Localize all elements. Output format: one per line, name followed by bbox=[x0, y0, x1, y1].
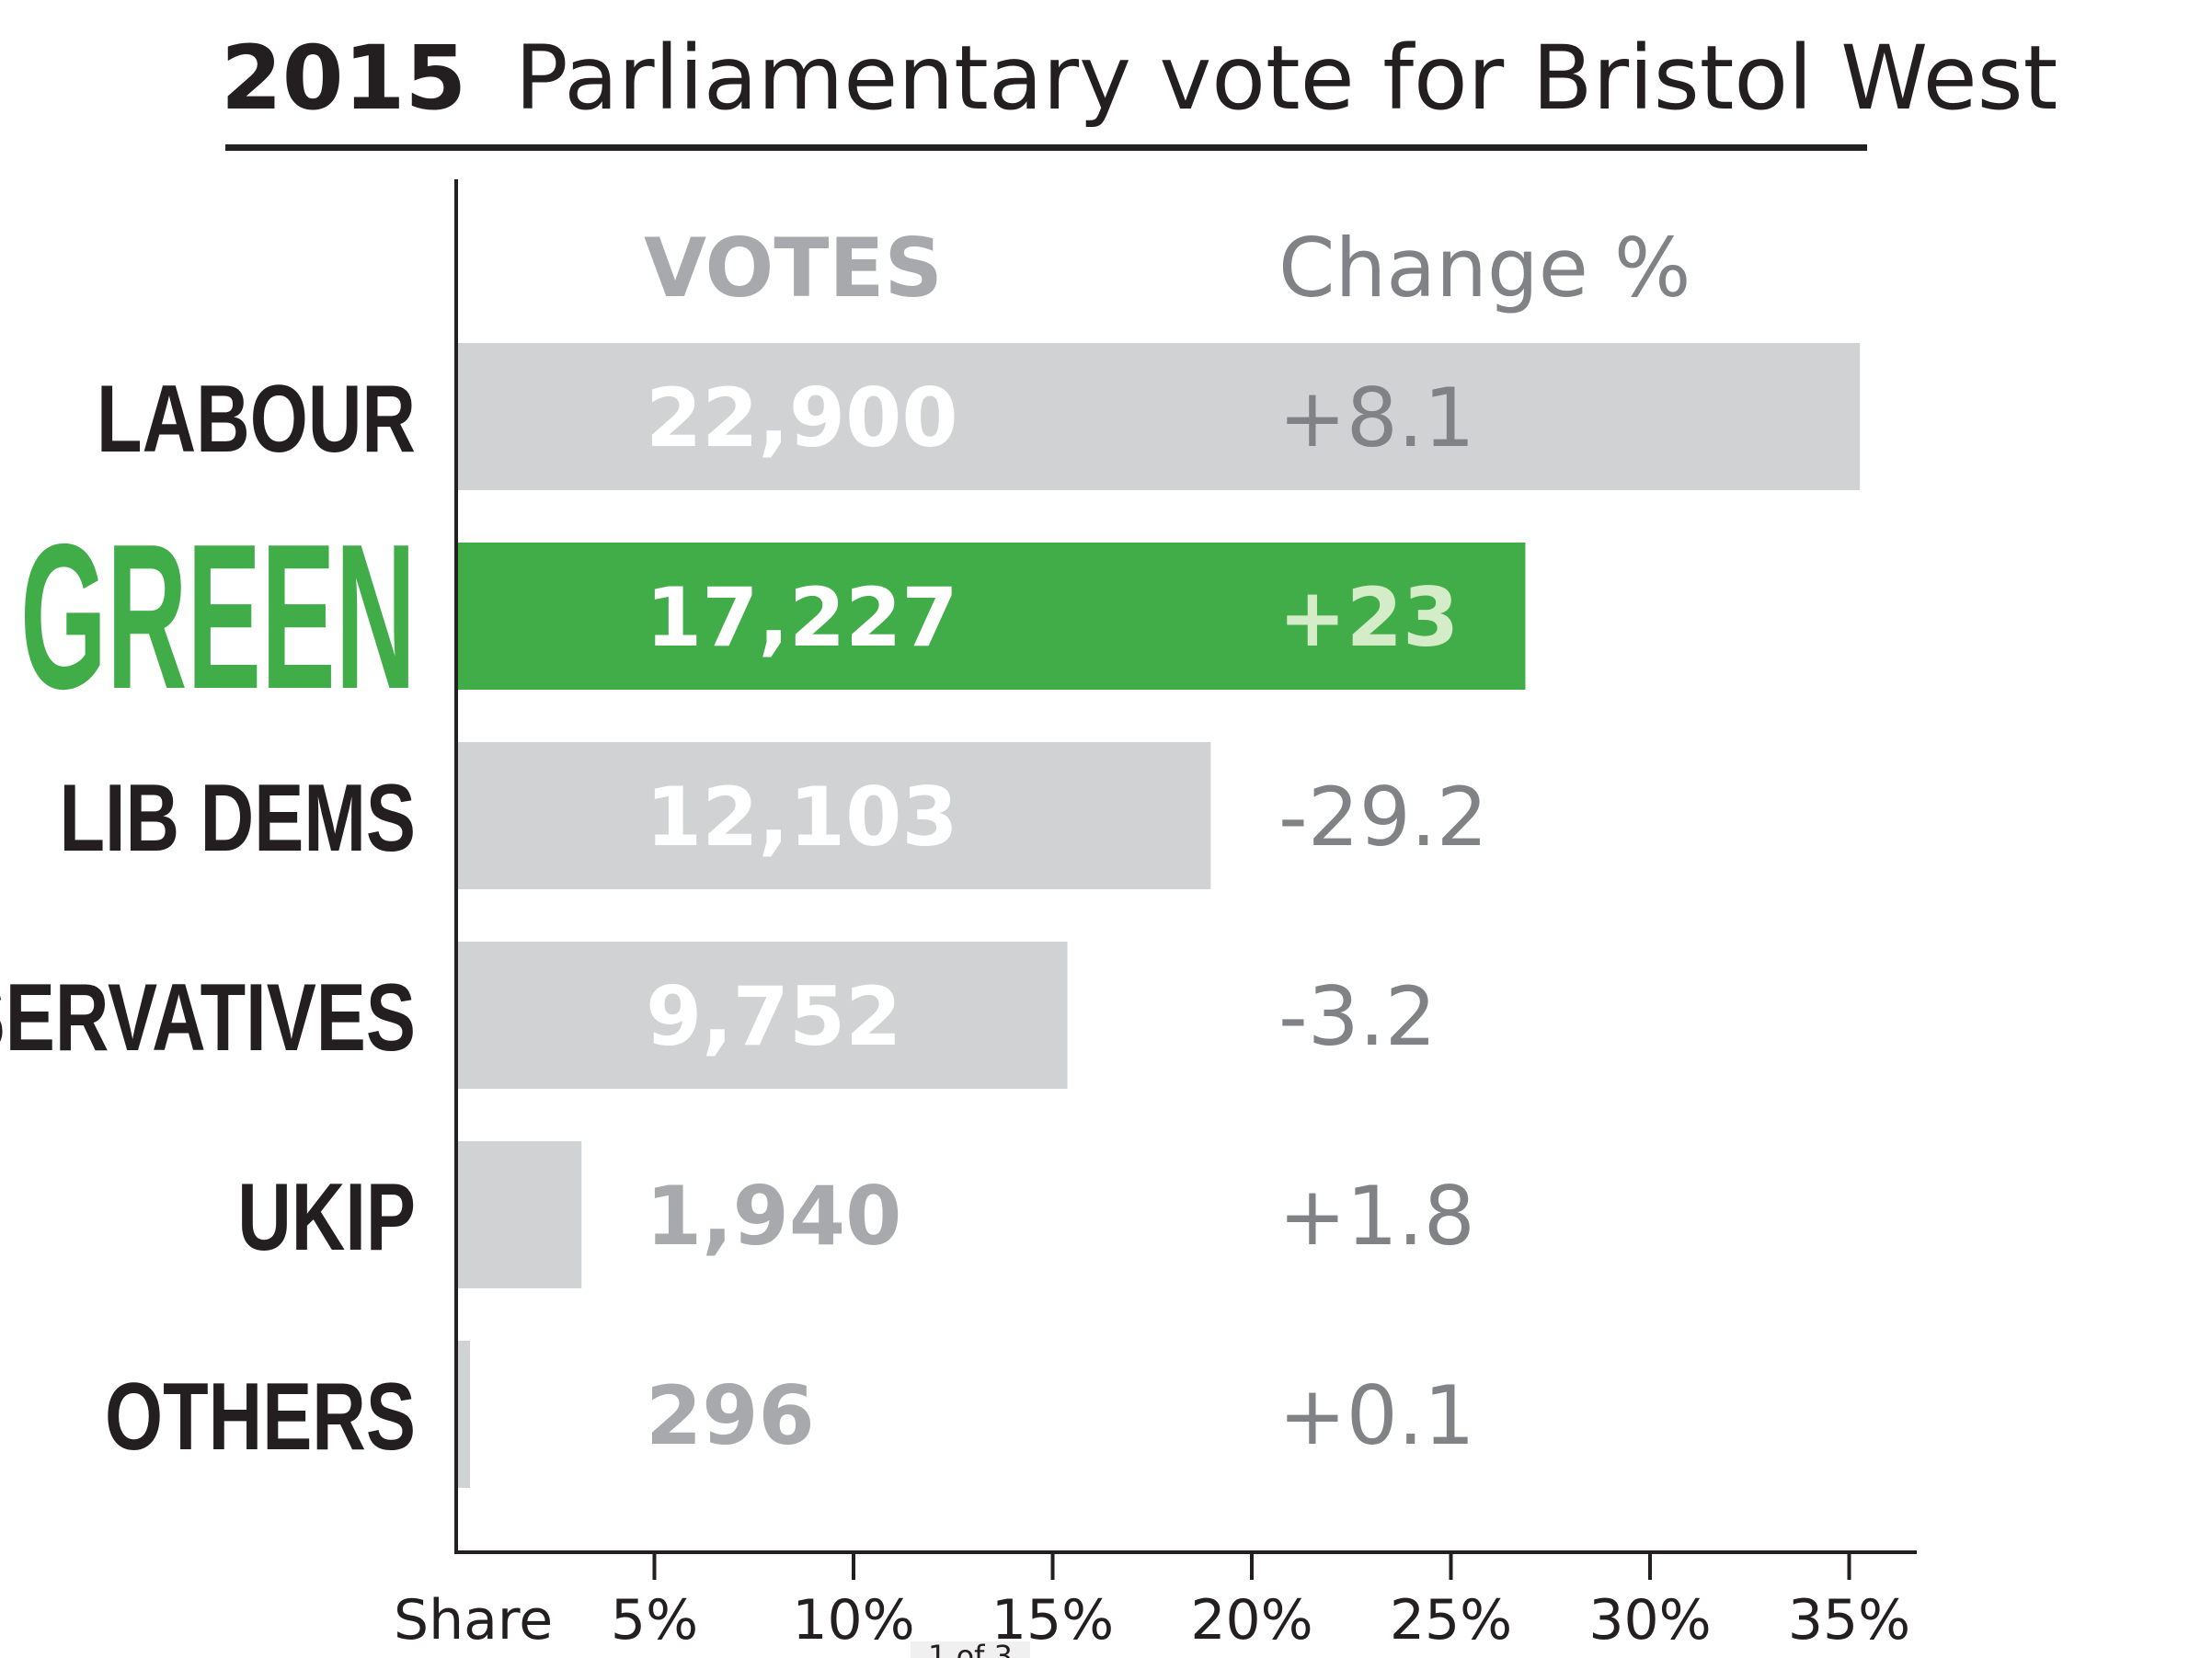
x-tick-label-5: 5% bbox=[611, 1588, 698, 1652]
x-axis-label: Share bbox=[394, 1588, 553, 1652]
bar-others bbox=[458, 1341, 470, 1488]
category-label-others: OTHERS bbox=[105, 1363, 416, 1469]
category-label-labour: LABOUR bbox=[97, 365, 416, 472]
x-tick-15 bbox=[1050, 1550, 1055, 1580]
title-year: 2015 bbox=[221, 27, 466, 130]
votes-value-green: 17,227 bbox=[646, 570, 958, 665]
page-indicator: 1 of 3 bbox=[928, 1639, 1013, 1658]
x-tick-label-35: 35% bbox=[1788, 1588, 1910, 1652]
bars-group bbox=[458, 343, 1861, 1488]
change-value-conservatives: -3.2 bbox=[1278, 969, 1437, 1064]
votes-header: VOTES bbox=[644, 221, 943, 315]
votes-value-labour: 22,900 bbox=[646, 371, 958, 465]
change-value-labour: +8.1 bbox=[1278, 371, 1475, 465]
title-rest: Parliamentary vote for Bristol West bbox=[515, 27, 2058, 130]
bar-conservatives bbox=[458, 942, 1068, 1089]
y-axis-line bbox=[454, 179, 458, 1554]
x-tick-label-20: 20% bbox=[1190, 1588, 1312, 1652]
chart-title: 2015 Parliamentary vote for Bristol West bbox=[221, 27, 2057, 130]
bar-lib-dems bbox=[458, 742, 1211, 889]
page-indicator-bg bbox=[911, 1641, 1030, 1658]
title-underline bbox=[225, 144, 1867, 151]
bar-labour bbox=[458, 343, 1861, 490]
labels-group: LABOUR 22,900 +8.1 GREEN 17,227 +23 LIB DEMS 12… bbox=[0, 365, 1488, 1469]
votes-value-conservatives: 9,752 bbox=[646, 969, 901, 1064]
category-label-ukip: UKIP bbox=[237, 1163, 416, 1270]
votes-value-ukip: 1,940 bbox=[646, 1169, 901, 1264]
bar-ukip bbox=[458, 1141, 582, 1288]
change-value-green: +23 bbox=[1278, 570, 1459, 665]
votes-value-lib-dems: 12,103 bbox=[646, 770, 958, 864]
x-ticks-group: 5% 10% 15% 20% 25% 30% 35% bbox=[611, 1550, 1910, 1652]
x-tick-10 bbox=[852, 1550, 855, 1580]
votes-value-others: 296 bbox=[646, 1368, 815, 1463]
x-tick-5 bbox=[652, 1550, 657, 1580]
x-tick-30 bbox=[1648, 1550, 1652, 1580]
change-value-ukip: +1.8 bbox=[1278, 1169, 1475, 1264]
x-tick-35 bbox=[1847, 1550, 1851, 1580]
x-tick-25 bbox=[1449, 1550, 1453, 1580]
category-label-conservatives: CONSERVATIVES bbox=[0, 964, 416, 1070]
category-label-lib-dems: LIB DEMS bbox=[59, 764, 416, 871]
category-label-green: GREEN bbox=[20, 500, 416, 732]
change-value-others: +0.1 bbox=[1278, 1368, 1475, 1463]
x-tick-label-30: 30% bbox=[1588, 1588, 1711, 1652]
change-header: Change % bbox=[1278, 221, 1691, 315]
x-tick-label-25: 25% bbox=[1390, 1588, 1512, 1652]
bar-green bbox=[458, 543, 1526, 690]
x-axis-line bbox=[454, 1550, 1917, 1554]
change-value-lib-dems: -29.2 bbox=[1278, 770, 1488, 864]
x-tick-label-10: 10% bbox=[792, 1588, 914, 1652]
x-tick-20 bbox=[1250, 1550, 1254, 1580]
